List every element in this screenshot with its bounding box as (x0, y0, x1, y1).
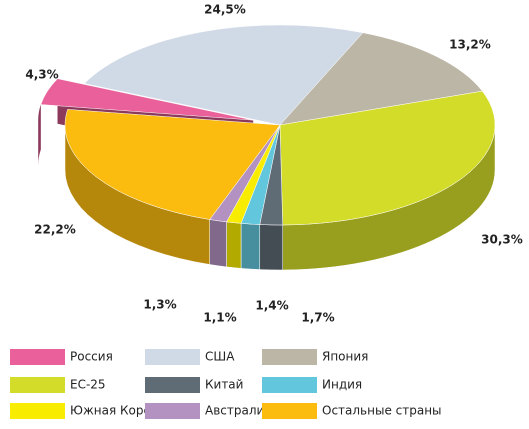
data-label: 1,7% (301, 311, 334, 325)
legend-swatch (10, 349, 65, 365)
data-label: 24,5% (204, 3, 246, 17)
legend-label: Китай (205, 378, 243, 392)
data-label: 1,4% (255, 299, 288, 313)
data-label: 1,1% (203, 311, 236, 325)
pie-slice (279, 32, 483, 126)
pie-slice (83, 24, 364, 126)
data-label: 4,3% (25, 68, 58, 82)
legend-swatch (262, 403, 317, 419)
pie-slice (40, 78, 254, 121)
legend-label: Россия (70, 350, 113, 364)
data-label: 22,2% (34, 223, 76, 237)
pie-side (38, 104, 41, 166)
legend-label: ЕС-25 (70, 378, 106, 392)
legend-swatch (145, 403, 200, 419)
pie-side (226, 221, 242, 269)
data-label: 1,3% (143, 298, 176, 312)
legend-swatch (262, 377, 317, 393)
legend-swatch (10, 403, 65, 419)
legend-label: Южная Корея (70, 404, 158, 418)
pie-slice (64, 109, 281, 220)
legend-label: Япония (322, 350, 368, 364)
legend-label: Индия (322, 378, 362, 392)
data-label: 30,3% (481, 233, 523, 247)
pie-side (209, 219, 227, 268)
pie-side (240, 223, 261, 270)
legend-swatch (145, 377, 200, 393)
legend-swatch (10, 377, 65, 393)
pie-side (259, 224, 283, 271)
legend-swatch (262, 349, 317, 365)
data-label: 13,2% (449, 38, 491, 52)
legend-label: Австралия (205, 404, 272, 418)
legend-label: США (205, 350, 235, 364)
pie-slice (279, 90, 496, 226)
legend-swatch (145, 349, 200, 365)
legend-label: Остальные страны (322, 404, 442, 418)
